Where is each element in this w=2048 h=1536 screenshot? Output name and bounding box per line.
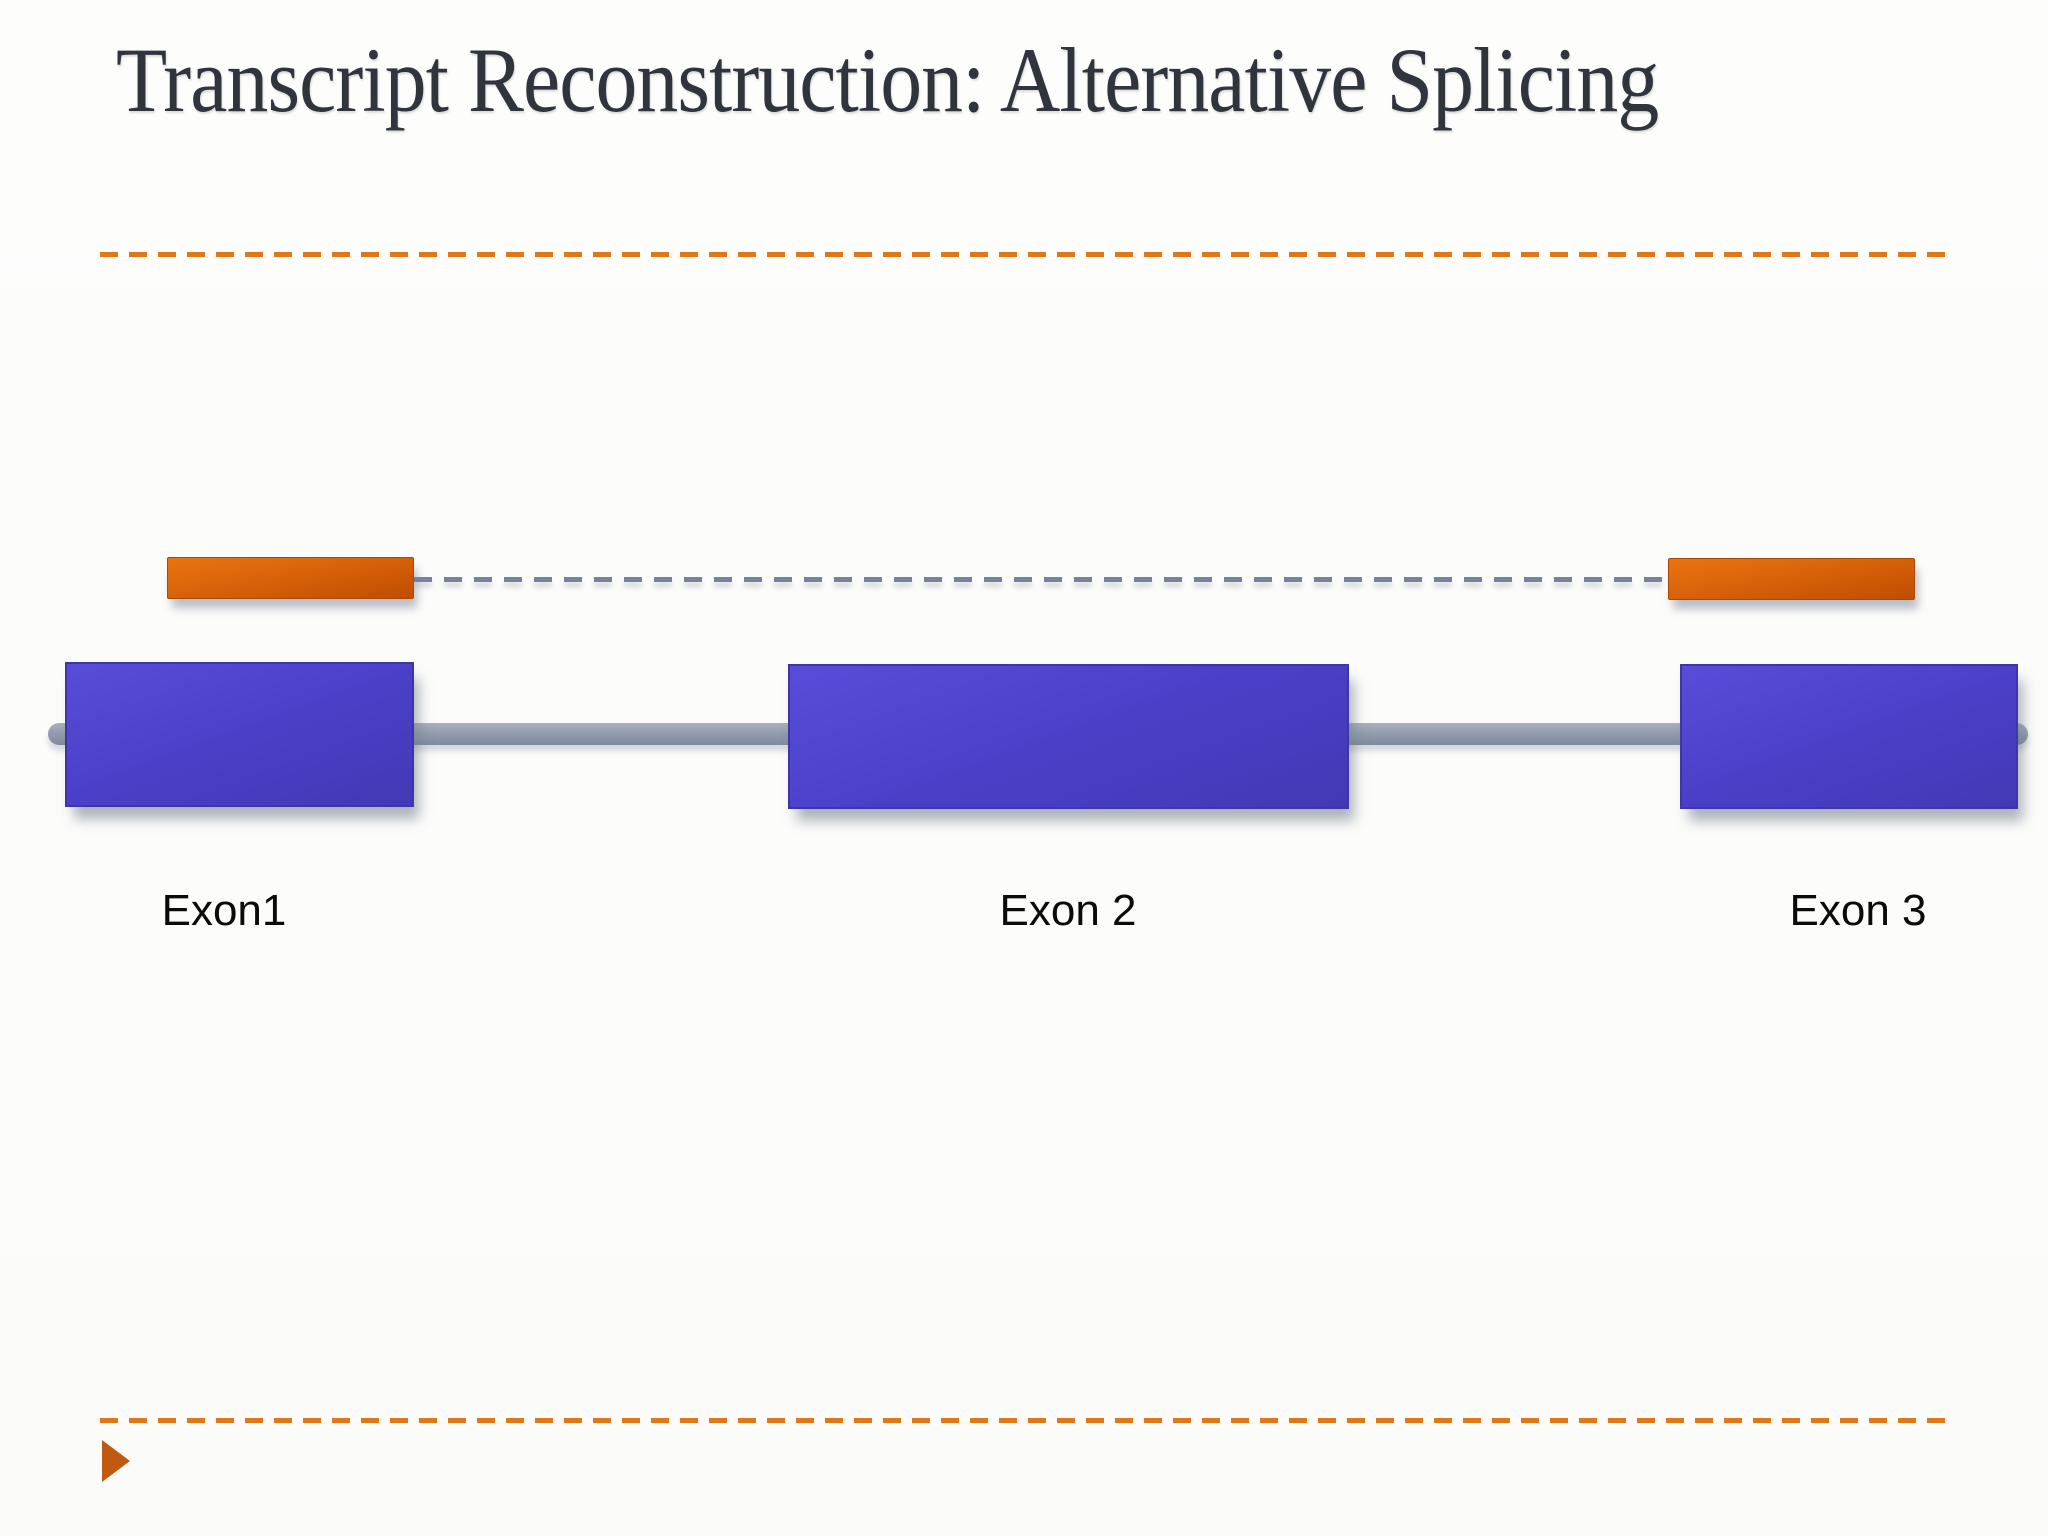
footer-divider-dashed-line bbox=[100, 1418, 1956, 1423]
exon-1-label: Exon1 bbox=[161, 886, 287, 935]
exon-2-box bbox=[788, 664, 1349, 809]
exon-3-label: Exon 3 bbox=[1789, 886, 1927, 935]
read-fragment-left bbox=[167, 557, 414, 599]
right-triangle-icon bbox=[102, 1440, 130, 1482]
splice-junction-dashed-line bbox=[414, 577, 1666, 582]
title-divider-dashed-line bbox=[100, 252, 1956, 257]
exon-1-box bbox=[65, 662, 414, 807]
slide-title: Transcript Reconstruction: Alternative S… bbox=[116, 29, 1659, 131]
exon-3-box bbox=[1680, 664, 2018, 809]
exon-2-label: Exon 2 bbox=[999, 886, 1137, 935]
read-fragment-right bbox=[1668, 558, 1915, 600]
